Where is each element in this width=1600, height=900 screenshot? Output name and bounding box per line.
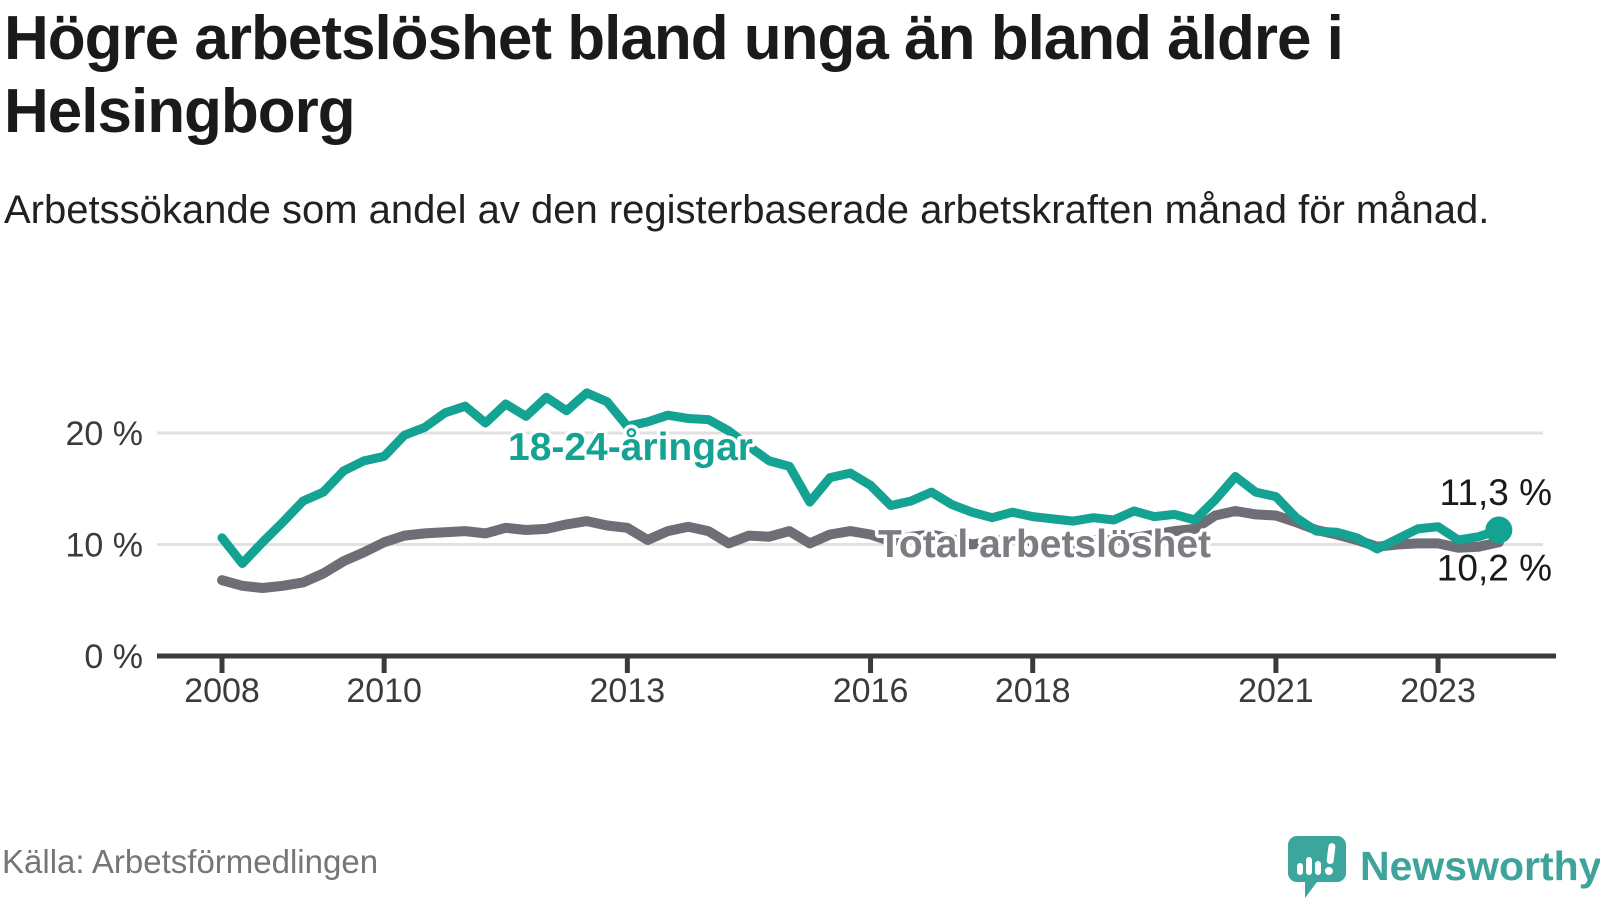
y-axis-tick-label-0: 0 % (84, 638, 143, 676)
x-axis-tick-label-2021: 2021 (1238, 672, 1314, 710)
series-line-youth (217, 388, 1504, 568)
x-axis-tick-label-2010: 2010 (346, 672, 422, 710)
x-axis-tick-label-2023: 2023 (1400, 672, 1476, 710)
series-line-total (217, 506, 1504, 593)
x-axis-tick-label-2008: 2008 (184, 672, 260, 710)
newsworthy-logo: Newsworthy (1288, 836, 1600, 900)
x-axis-tick-label-2016: 2016 (833, 672, 909, 710)
end-value-label-youth: 11,3 % (1440, 472, 1552, 513)
y-axis-tick-label-10: 10 % (66, 527, 144, 565)
x-axis-tick-label-2018: 2018 (995, 672, 1071, 710)
speech-bubble-chart-icon (1288, 836, 1346, 898)
x-axis-tick-label-2013: 2013 (590, 672, 666, 710)
source-note: Källa: Arbetsförmedlingen (2, 843, 379, 880)
end-value-label-total: 10,2 % (1437, 547, 1552, 588)
series-end-dot-youth (1485, 516, 1513, 544)
series-label-total: Total arbetslöshet (878, 523, 1211, 566)
chart-subtitle: Arbetssökande som andel av den registerb… (4, 188, 1490, 232)
newsworthy-wordmark: Newsworthy (1360, 843, 1600, 889)
page-title: Högre arbetslöshet bland unga än bland ä… (4, 4, 1344, 147)
series-label-youth: 18-24-åringar (508, 426, 753, 469)
y-axis-tick-label-20: 20 % (66, 415, 144, 453)
